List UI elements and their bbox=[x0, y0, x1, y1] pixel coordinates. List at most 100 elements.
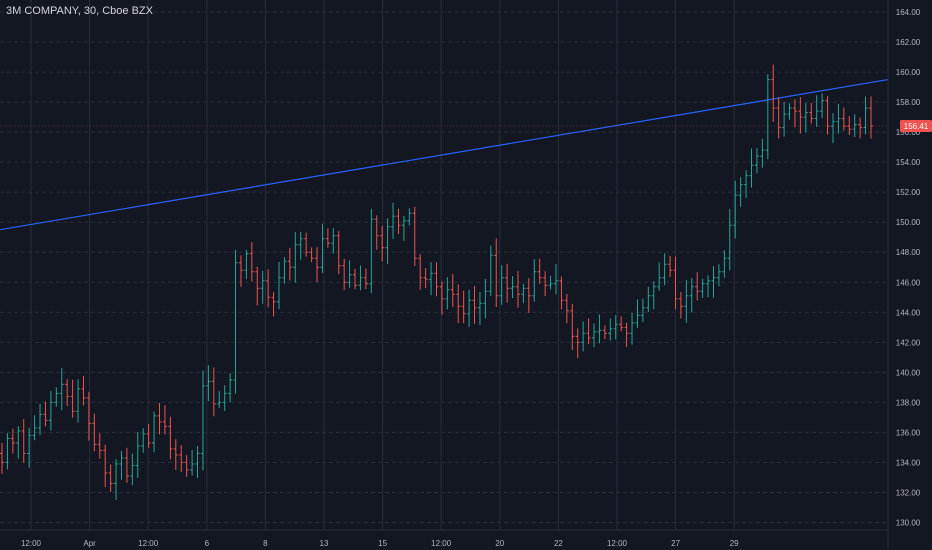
candle bbox=[260, 270, 265, 304]
candle bbox=[537, 258, 542, 284]
candle bbox=[841, 107, 846, 131]
candle bbox=[32, 415, 37, 441]
candle bbox=[200, 370, 205, 471]
candle bbox=[684, 280, 689, 323]
candle bbox=[124, 447, 129, 483]
candle bbox=[711, 266, 716, 298]
candle bbox=[820, 93, 825, 119]
candle bbox=[499, 265, 504, 305]
candle bbox=[86, 391, 91, 441]
candle bbox=[836, 103, 841, 134]
candle bbox=[401, 215, 406, 241]
candle bbox=[184, 455, 189, 477]
price-axis[interactable]: 130.00 132.00 134.00 136.00 138.00 140.00 142.… bbox=[887, 0, 921, 550]
candle bbox=[803, 102, 808, 133]
candle bbox=[869, 96, 873, 139]
candle bbox=[765, 74, 770, 160]
candle bbox=[461, 290, 466, 324]
price-tick-label: 146.00 bbox=[896, 278, 921, 287]
candle bbox=[754, 147, 759, 174]
candle bbox=[222, 385, 227, 411]
time-axis[interactable]: 12:00 Apr 12:00 6 8 13 15 12:00 20 22 12:00 27 29 bbox=[0, 529, 888, 548]
candle bbox=[700, 278, 705, 298]
candle bbox=[847, 116, 852, 135]
candle bbox=[76, 379, 81, 423]
title-separator: , bbox=[96, 5, 103, 17]
price-tick-label: 148.00 bbox=[896, 248, 921, 257]
candle bbox=[331, 228, 336, 254]
candle bbox=[706, 275, 711, 298]
candle bbox=[852, 114, 857, 138]
candle bbox=[70, 379, 75, 418]
price-tick-label: 138.00 bbox=[896, 398, 921, 407]
candle bbox=[776, 97, 781, 139]
candle bbox=[662, 253, 667, 286]
candle bbox=[190, 450, 195, 476]
candle bbox=[526, 278, 531, 313]
price-tick-label: 162.00 bbox=[896, 38, 921, 47]
candle bbox=[5, 433, 10, 470]
candle bbox=[173, 439, 178, 471]
candle bbox=[592, 323, 597, 348]
price-tick-label: 132.00 bbox=[896, 488, 921, 497]
candle bbox=[152, 411, 157, 453]
candle bbox=[809, 102, 814, 124]
candle bbox=[369, 208, 374, 294]
trendline-layer bbox=[0, 78, 889, 231]
candle bbox=[233, 249, 238, 394]
candle bbox=[347, 260, 352, 288]
candle bbox=[646, 286, 651, 312]
time-tick-label: 15 bbox=[378, 539, 387, 548]
time-tick-label: 29 bbox=[730, 539, 739, 548]
symbol-name: 3M COMPANY bbox=[6, 5, 78, 17]
candle bbox=[678, 291, 683, 319]
candle bbox=[418, 254, 423, 290]
candle bbox=[450, 273, 455, 308]
candle bbox=[43, 401, 48, 427]
candle bbox=[722, 250, 727, 278]
candle bbox=[543, 271, 548, 297]
candle bbox=[733, 180, 738, 239]
time-tick-label: 20 bbox=[495, 539, 504, 548]
candle bbox=[586, 318, 591, 344]
candle bbox=[602, 325, 607, 340]
candle bbox=[385, 218, 390, 265]
candle bbox=[792, 99, 797, 128]
candle bbox=[276, 261, 281, 310]
time-tick-label: 12:00 bbox=[607, 539, 628, 548]
last-price-badge bbox=[900, 119, 932, 132]
candle bbox=[16, 426, 21, 459]
candle bbox=[494, 238, 499, 308]
chart-title: 3M COMPANY, 30, Cboe BZX bbox=[6, 5, 153, 17]
candle bbox=[515, 271, 520, 308]
candle bbox=[103, 444, 108, 488]
candle bbox=[782, 102, 787, 137]
candle bbox=[439, 281, 444, 315]
candle bbox=[488, 245, 493, 297]
candle bbox=[293, 232, 298, 283]
candle bbox=[108, 464, 113, 492]
candle bbox=[597, 314, 602, 344]
candle bbox=[456, 284, 461, 324]
candle bbox=[548, 275, 553, 290]
price-tick-label: 160.00 bbox=[896, 68, 921, 77]
candle bbox=[570, 303, 575, 351]
candle bbox=[65, 378, 70, 407]
price-tick-label: 158.00 bbox=[896, 98, 921, 107]
candle bbox=[472, 285, 477, 324]
candle bbox=[510, 276, 515, 299]
time-tick-label: 8 bbox=[263, 539, 268, 548]
candle bbox=[363, 268, 368, 289]
candle bbox=[429, 262, 434, 296]
grid bbox=[0, 0, 888, 530]
candle bbox=[391, 202, 396, 240]
candle bbox=[114, 459, 119, 500]
candle bbox=[157, 402, 162, 435]
candle bbox=[217, 391, 222, 408]
price-tick-label: 164.00 bbox=[896, 8, 921, 17]
price-tick-label: 154.00 bbox=[896, 158, 921, 167]
candle bbox=[0, 443, 4, 474]
candle bbox=[238, 255, 243, 287]
